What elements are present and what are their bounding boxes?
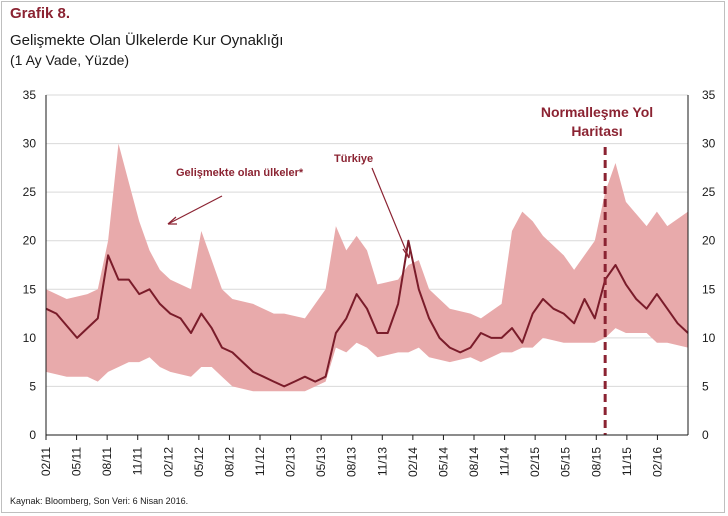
annotation-turkey-arrow — [371, 167, 410, 259]
x-tick-label: 08/11 — [100, 447, 114, 476]
annotation-emerging-markets-arrow — [167, 195, 223, 225]
x-tick-label: 11/12 — [253, 447, 267, 476]
source-note: Kaynak: Bloomberg, Son Veri: 6 Nisan 201… — [10, 496, 189, 506]
annotation-roadmap-line1: Normalleşme Yol — [541, 104, 653, 120]
chart-number: Grafik 8. — [10, 5, 71, 22]
x-tick-label: 02/12 — [161, 447, 175, 477]
x-tick-label: 08/14 — [467, 447, 481, 477]
x-tick-label: 05/15 — [559, 447, 573, 477]
y-tick-label-right: 15 — [702, 282, 716, 296]
y-axis-left-ticks: 0 5 10 15 20 25 30 35 — [23, 88, 37, 442]
annotation-emerging-markets-arrowhead — [167, 216, 177, 225]
x-tick-label: 11/15 — [620, 447, 634, 476]
y-tick-label-right: 25 — [702, 185, 716, 199]
y-tick-label-right: 20 — [702, 234, 716, 248]
y-tick-label-right: 0 — [702, 428, 709, 442]
x-tick-label: 02/11 — [39, 447, 53, 476]
x-tick-label: 02/14 — [406, 447, 420, 477]
x-tick-label: 11/13 — [375, 447, 389, 476]
x-tick-label: 08/15 — [589, 447, 603, 477]
y-tick-label-right: 5 — [702, 379, 709, 393]
x-tick-label: 05/14 — [436, 447, 450, 477]
x-tick-label: 11/11 — [131, 447, 145, 476]
x-tick-label: 02/15 — [528, 447, 542, 477]
x-tick-label: 05/13 — [314, 447, 328, 477]
x-tick-label: 08/12 — [222, 447, 236, 477]
chart-subtitle: (1 Ay Vade, Yüzde) — [10, 52, 130, 68]
y-tick-label-left: 5 — [29, 379, 36, 393]
x-tick-label: 11/14 — [498, 447, 512, 476]
y-tick-label-right: 30 — [702, 137, 716, 151]
emerging-markets-band — [46, 143, 688, 392]
y-tick-label-right: 35 — [702, 88, 716, 102]
x-tick-label: 05/11 — [70, 447, 84, 476]
x-tick-label: 02/16 — [650, 447, 664, 477]
y-tick-label-left: 0 — [29, 428, 36, 442]
annotations: Gelişmekte olan ülkeler* Türkiye Normall… — [167, 104, 653, 259]
x-tick-label: 08/13 — [345, 447, 359, 477]
x-axis-ticks: 02/11 05/11 08/11 11/11 02/12 05/12 08/12 11/12… — [39, 435, 664, 477]
annotation-roadmap-line2: Haritası — [571, 123, 622, 139]
x-tick-label: 02/13 — [284, 447, 298, 477]
annotation-turkey: Türkiye — [334, 153, 373, 165]
y-tick-label-left: 15 — [23, 282, 37, 296]
chart-title: Gelişmekte Olan Ülkelerde Kur Oynaklığı — [10, 32, 284, 49]
annotation-emerging-markets: Gelişmekte olan ülkeler* — [176, 167, 304, 179]
y-axis-right-ticks: 0 5 10 15 20 25 30 35 — [702, 88, 716, 442]
annotation-turkey-arrowhead — [402, 247, 411, 259]
turkey-line — [45, 239, 689, 388]
x-tick-label: 05/12 — [192, 447, 206, 477]
y-tick-label-left: 10 — [23, 331, 37, 345]
y-tick-label-left: 20 — [23, 234, 37, 248]
y-tick-label-left: 25 — [23, 185, 37, 199]
y-tick-label-left: 30 — [23, 137, 37, 151]
axes — [45, 95, 689, 436]
y-tick-label-right: 10 — [702, 331, 716, 345]
y-tick-label-left: 35 — [23, 88, 37, 102]
